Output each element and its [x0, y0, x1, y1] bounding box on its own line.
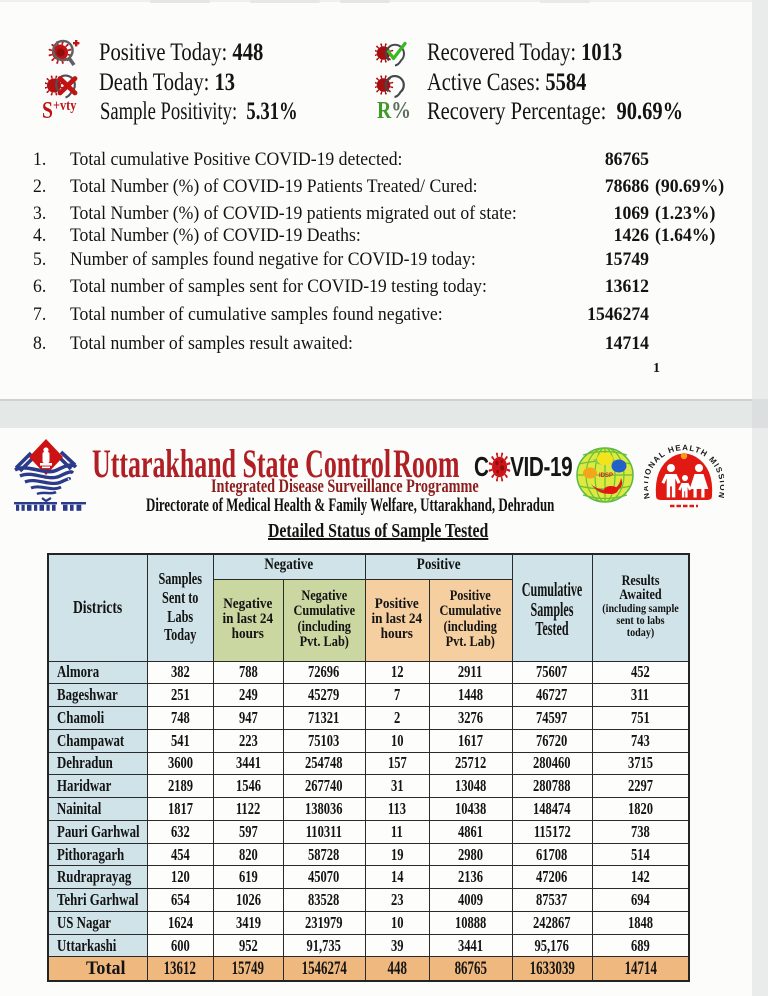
svg-text:IDSP: IDSP [599, 473, 613, 479]
